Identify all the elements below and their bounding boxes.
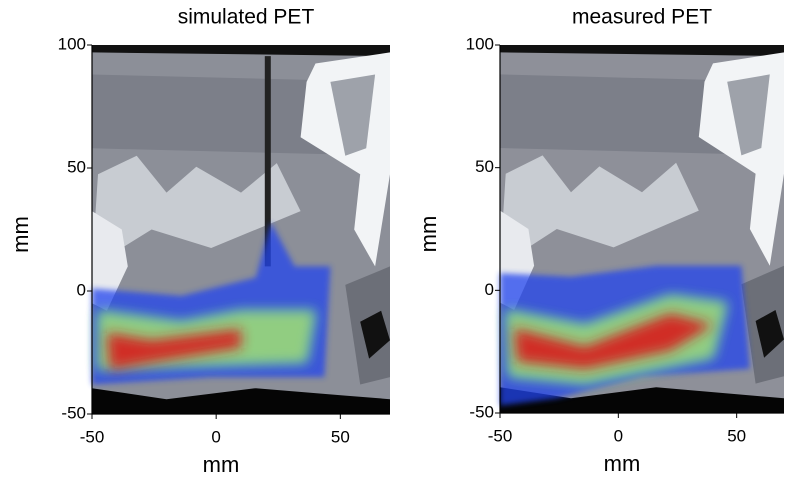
y-tick-label: 0 — [77, 280, 86, 299]
image-region — [92, 211, 128, 311]
y-tick-label: 0 — [485, 280, 494, 299]
y-tick-label: 50 — [67, 157, 86, 176]
y-tick-label: 100 — [58, 34, 86, 53]
x-tick-label: -50 — [80, 427, 105, 446]
x-axis-label: mm — [203, 452, 240, 477]
image-region — [106, 329, 242, 370]
y-axis-label: mm — [416, 216, 441, 253]
x-tick-label: 0 — [614, 426, 623, 445]
image-region — [360, 310, 390, 359]
image-region — [500, 155, 699, 266]
image-region — [755, 310, 784, 358]
chart-title: simulated PET — [178, 6, 315, 29]
y-tick-label: -50 — [61, 403, 86, 422]
x-tick-label: 50 — [331, 427, 350, 446]
y-tick-label: 100 — [466, 34, 494, 53]
image-region — [514, 313, 713, 369]
chart-title: measured PET — [572, 6, 712, 29]
image-region — [92, 45, 390, 57]
image-region — [500, 387, 784, 413]
image-region — [92, 155, 301, 267]
x-tick-label: -50 — [488, 426, 513, 445]
image-region — [264, 56, 271, 267]
plot-image — [500, 45, 784, 413]
image-region — [92, 388, 390, 414]
x-tick-label: 0 — [211, 427, 220, 446]
x-axis-label: mm — [604, 451, 641, 476]
image-region — [330, 74, 376, 156]
image-region — [727, 74, 770, 156]
y-tick-label: 50 — [475, 157, 494, 176]
y-tick-label: -50 — [469, 402, 494, 421]
x-tick-label: 50 — [727, 426, 746, 445]
y-axis-label: mm — [8, 216, 33, 253]
image-region — [500, 45, 784, 56]
plot-image — [92, 45, 390, 414]
